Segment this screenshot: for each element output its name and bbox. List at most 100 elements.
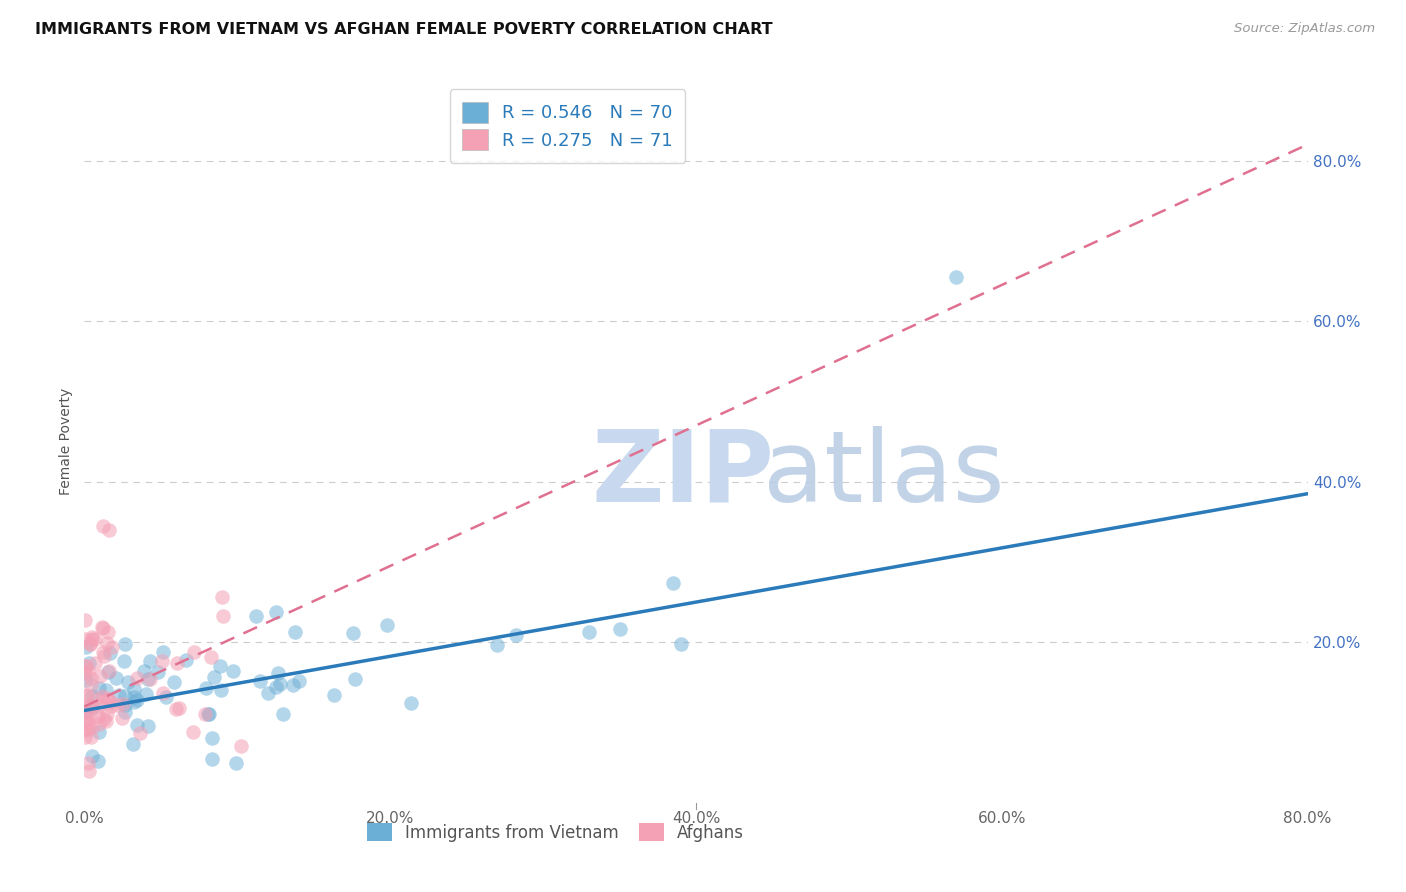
Point [75, 704, 97, 718]
Point [662, 576, 685, 591]
Y-axis label: Female Poverty: Female Poverty [59, 388, 73, 495]
Point [96, 683, 118, 698]
Point [75, 665, 97, 680]
Point [97, 665, 120, 679]
Point [91, 645, 114, 659]
Point [211, 590, 233, 604]
Point [83, 656, 105, 670]
Point [77, 664, 100, 678]
Point [256, 685, 278, 699]
Point [84, 632, 107, 646]
Point [90, 689, 112, 703]
Point [152, 686, 174, 700]
Point [609, 622, 631, 636]
Point [125, 671, 148, 685]
Point [200, 650, 222, 665]
Point [114, 689, 136, 703]
Point [269, 677, 291, 691]
Point [96, 706, 118, 721]
Point [136, 719, 159, 733]
Point [75, 713, 97, 727]
Point [166, 657, 188, 671]
Point [79, 671, 101, 685]
Point [79, 637, 101, 651]
Point [75, 730, 97, 744]
Point [150, 654, 173, 668]
Point [87, 754, 110, 768]
Point [89, 724, 111, 739]
Point [208, 659, 231, 673]
Point [139, 673, 162, 687]
Point [77, 656, 100, 670]
Point [80, 748, 103, 763]
Point [87, 681, 110, 695]
Point [75, 716, 97, 731]
Point [117, 674, 139, 689]
Point [76, 705, 98, 719]
Point [128, 725, 150, 739]
Point [136, 672, 159, 686]
Text: Source: ZipAtlas.com: Source: ZipAtlas.com [1234, 22, 1375, 36]
Point [75, 673, 97, 687]
Point [125, 717, 148, 731]
Point [181, 724, 204, 739]
Point [174, 653, 197, 667]
Point [82, 630, 104, 644]
Point [82, 689, 104, 703]
Point [229, 739, 252, 754]
Point [183, 645, 205, 659]
Point [245, 609, 267, 624]
Point [148, 665, 170, 679]
Point [89, 699, 111, 714]
Point [264, 680, 287, 694]
Point [124, 681, 146, 696]
Point [98, 665, 121, 679]
Point [77, 723, 100, 738]
Point [111, 711, 134, 725]
Point [669, 637, 692, 651]
Point [127, 693, 149, 707]
Point [93, 649, 115, 664]
Point [399, 697, 422, 711]
Point [91, 621, 114, 635]
Point [343, 672, 366, 686]
Point [100, 695, 122, 709]
Point [284, 624, 307, 639]
Point [375, 618, 398, 632]
Point [134, 664, 156, 678]
Point [77, 756, 100, 770]
Point [105, 671, 128, 685]
Text: IMMIGRANTS FROM VIETNAM VS AFGHAN FEMALE POVERTY CORRELATION CHART: IMMIGRANTS FROM VIETNAM VS AFGHAN FEMALE… [35, 22, 773, 37]
Point [202, 669, 225, 683]
Point [84, 692, 107, 706]
Point [264, 605, 287, 619]
Point [75, 613, 97, 627]
Point [111, 697, 134, 711]
Point [91, 518, 114, 533]
Point [197, 706, 219, 721]
Point [122, 695, 145, 709]
Point [97, 625, 120, 640]
Point [87, 716, 110, 731]
Point [96, 714, 118, 728]
Point [201, 731, 224, 745]
Point [114, 637, 136, 651]
Point [75, 658, 97, 673]
Point [75, 640, 97, 655]
Text: atlas: atlas [763, 425, 1005, 523]
Point [212, 609, 235, 624]
Point [80, 698, 103, 712]
Point [108, 688, 131, 702]
Point [114, 705, 136, 719]
Point [222, 664, 245, 678]
Point [82, 632, 104, 646]
Point [96, 691, 118, 706]
Point [135, 687, 157, 701]
Point [271, 706, 294, 721]
Point [77, 764, 100, 778]
Point [80, 678, 103, 692]
Point [152, 645, 174, 659]
Point [945, 269, 967, 284]
Point [79, 637, 101, 651]
Point [322, 688, 344, 702]
